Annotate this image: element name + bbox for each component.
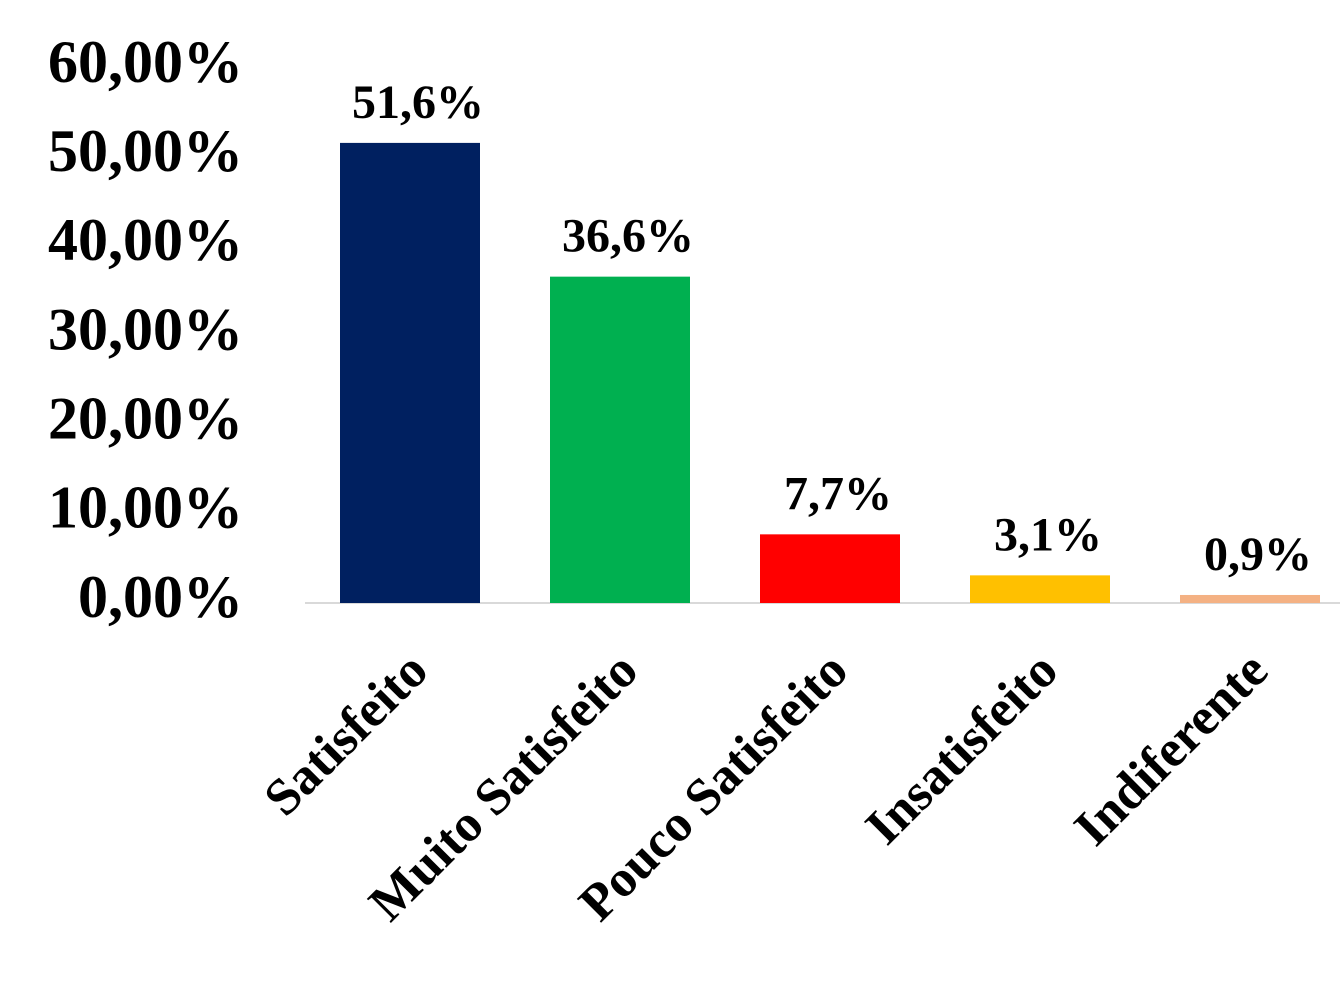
- bar: [970, 575, 1110, 603]
- y-tick-label: 20,00%: [48, 385, 243, 451]
- y-tick-label: 30,00%: [48, 296, 243, 362]
- x-tick-label: Indiferente: [1064, 642, 1279, 857]
- data-label: 0,9%: [1204, 528, 1312, 581]
- bar: [1180, 594, 1320, 603]
- bar: [760, 534, 900, 603]
- bar: [550, 276, 690, 603]
- data-label: 3,1%: [994, 508, 1102, 561]
- y-tick-label: 40,00%: [48, 207, 243, 273]
- x-tick-label: Insatisfeito: [855, 642, 1069, 856]
- bar: [340, 142, 480, 603]
- data-label: 36,6%: [562, 210, 694, 263]
- x-tick-label: Satisfeito: [254, 642, 439, 827]
- y-tick-label: 10,00%: [48, 475, 243, 541]
- y-tick-label: 60,00%: [48, 29, 243, 95]
- data-label: 51,6%: [352, 76, 484, 129]
- y-tick-label: 0,00%: [78, 564, 243, 630]
- y-tick-label: 50,00%: [48, 118, 243, 184]
- data-label: 7,7%: [784, 467, 892, 520]
